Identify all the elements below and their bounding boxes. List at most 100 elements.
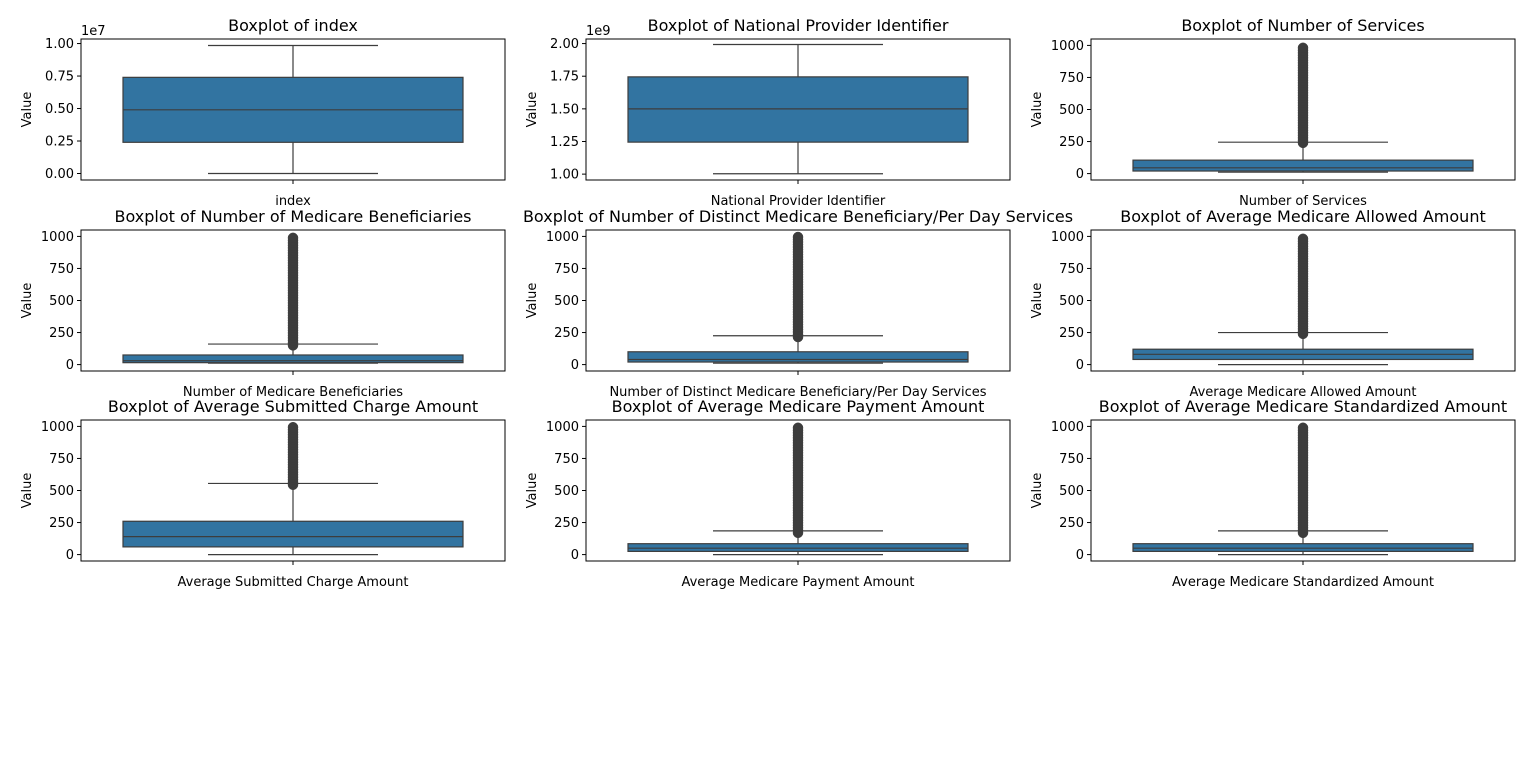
y-tick-label: 0.50 bbox=[45, 102, 74, 117]
y-axis-label: Value bbox=[1030, 283, 1045, 319]
axes-frame bbox=[1090, 419, 1516, 562]
y-tick-label: 750 bbox=[554, 262, 579, 277]
y-tick-label: 0 bbox=[66, 548, 74, 563]
outlier-points bbox=[1297, 422, 1309, 539]
y-tick-label: 1.50 bbox=[550, 102, 579, 117]
subplot-5: Boxplot of Number of Distinct Medicare B… bbox=[523, 207, 1073, 400]
y-tick-label: 250 bbox=[554, 516, 579, 531]
y-tick-label: 750 bbox=[49, 452, 74, 467]
y-tick-label: 500 bbox=[554, 294, 579, 309]
y-tick-label: 1000 bbox=[41, 420, 74, 435]
subplot-title: Boxplot of Average Medicare Payment Amou… bbox=[612, 397, 985, 416]
y-tick-label: 750 bbox=[554, 452, 579, 467]
y-tick-label: 500 bbox=[49, 484, 74, 499]
y-tick-label: 250 bbox=[49, 516, 74, 531]
iqr-box bbox=[627, 76, 969, 143]
outlier-point bbox=[287, 421, 299, 433]
outlier-points bbox=[1297, 42, 1309, 149]
outlier-points bbox=[287, 421, 299, 490]
y-tick-label: 250 bbox=[1059, 326, 1084, 341]
x-axis-label: Average Medicare Standardized Amount bbox=[1172, 575, 1434, 590]
y-tick-label: 1000 bbox=[1051, 230, 1084, 245]
axes-frame bbox=[80, 38, 506, 181]
axes-frame bbox=[80, 229, 506, 372]
subplot-4: Boxplot of Number of Medicare Beneficiar… bbox=[20, 207, 506, 400]
offset-text: 1e7 bbox=[81, 24, 106, 39]
y-tick-label: 0 bbox=[66, 358, 74, 373]
axes-frame bbox=[1090, 229, 1516, 372]
outlier-point bbox=[792, 231, 804, 243]
y-tick-label: 500 bbox=[1059, 484, 1084, 499]
outlier-point bbox=[792, 422, 804, 434]
y-axis-label: Value bbox=[20, 92, 35, 128]
subplot-6: Boxplot of Average Medicare Allowed Amou… bbox=[1030, 207, 1516, 400]
subplot-7: Boxplot of Average Submitted Charge Amou… bbox=[20, 397, 506, 590]
y-tick-label: 1.75 bbox=[550, 70, 579, 85]
y-tick-label: 0.25 bbox=[45, 135, 74, 150]
iqr-box bbox=[1132, 543, 1474, 552]
axes-frame bbox=[1090, 38, 1516, 181]
y-axis-label: Value bbox=[1030, 473, 1045, 509]
subplot-title: Boxplot of Number of Distinct Medicare B… bbox=[523, 207, 1073, 226]
iqr-box bbox=[627, 351, 969, 363]
y-tick-label: 250 bbox=[1059, 135, 1084, 150]
y-tick-label: 0 bbox=[1076, 167, 1084, 182]
axes-frame bbox=[585, 38, 1011, 181]
y-tick-label: 0.00 bbox=[45, 167, 74, 182]
y-tick-label: 500 bbox=[1059, 103, 1084, 118]
y-axis-label: Value bbox=[525, 473, 540, 509]
y-tick-label: 750 bbox=[1059, 71, 1084, 86]
outlier-points bbox=[1297, 233, 1309, 340]
y-tick-label: 1000 bbox=[41, 230, 74, 245]
subplot-title: Boxplot of index bbox=[228, 16, 358, 35]
y-tick-label: 750 bbox=[49, 262, 74, 277]
subplot-title: Boxplot of Average Submitted Charge Amou… bbox=[108, 397, 478, 416]
y-tick-label: 1.25 bbox=[550, 135, 579, 150]
outlier-point bbox=[1297, 233, 1309, 245]
axes-frame bbox=[585, 419, 1011, 562]
subplot-title: Boxplot of Average Medicare Allowed Amou… bbox=[1120, 207, 1485, 226]
y-tick-label: 2.00 bbox=[550, 37, 579, 52]
axes-frame bbox=[585, 229, 1011, 372]
x-axis-label: Number of Distinct Medicare Beneficiary/… bbox=[609, 385, 986, 400]
iqr-box bbox=[122, 520, 464, 548]
x-axis-label: Average Medicare Allowed Amount bbox=[1189, 385, 1416, 400]
y-tick-label: 750 bbox=[1059, 262, 1084, 277]
outlier-points bbox=[792, 231, 804, 343]
offset-text: 1e9 bbox=[586, 24, 611, 39]
y-tick-label: 0.75 bbox=[45, 70, 74, 85]
y-tick-label: 500 bbox=[49, 294, 74, 309]
y-tick-label: 1000 bbox=[1051, 420, 1084, 435]
x-axis-label: Number of Services bbox=[1239, 194, 1367, 209]
subplot-2: Boxplot of National Provider Identifier 1… bbox=[525, 16, 1011, 209]
y-axis-label: Value bbox=[1030, 92, 1045, 128]
outlier-points bbox=[792, 422, 804, 539]
subplot-9: Boxplot of Average Medicare Standardized… bbox=[1030, 397, 1516, 590]
subplot-title: Boxplot of Number of Services bbox=[1181, 16, 1424, 35]
subplot-1: Boxplot of index 1e7 0.00 0.25 0.50 0.75 1.00 V… bbox=[20, 16, 506, 209]
iqr-box bbox=[1132, 159, 1474, 172]
y-tick-label: 750 bbox=[1059, 452, 1084, 467]
outlier-point bbox=[1297, 422, 1309, 434]
y-axis-label: Value bbox=[525, 92, 540, 128]
y-tick-label: 250 bbox=[49, 326, 74, 341]
y-tick-label: 1000 bbox=[1051, 39, 1084, 54]
y-tick-label: 250 bbox=[1059, 516, 1084, 531]
subplot-title: Boxplot of Number of Medicare Beneficiar… bbox=[114, 207, 471, 226]
outlier-points bbox=[287, 232, 299, 351]
y-axis-label: Value bbox=[525, 283, 540, 319]
y-axis-label: Value bbox=[20, 473, 35, 509]
subplot-title: Boxplot of Average Medicare Standardized… bbox=[1099, 397, 1507, 416]
y-tick-label: 0 bbox=[571, 358, 579, 373]
y-tick-label: 0 bbox=[571, 548, 579, 563]
y-tick-label: 500 bbox=[554, 484, 579, 499]
x-axis-label: National Provider Identifier bbox=[711, 194, 886, 209]
iqr-box bbox=[627, 543, 969, 552]
x-axis-label: Average Medicare Payment Amount bbox=[681, 575, 914, 590]
y-axis-label: Value bbox=[20, 283, 35, 319]
y-tick-label: 0 bbox=[1076, 358, 1084, 373]
y-tick-label: 1.00 bbox=[550, 168, 579, 183]
y-tick-label: 500 bbox=[1059, 294, 1084, 309]
y-tick-label: 0 bbox=[1076, 548, 1084, 563]
